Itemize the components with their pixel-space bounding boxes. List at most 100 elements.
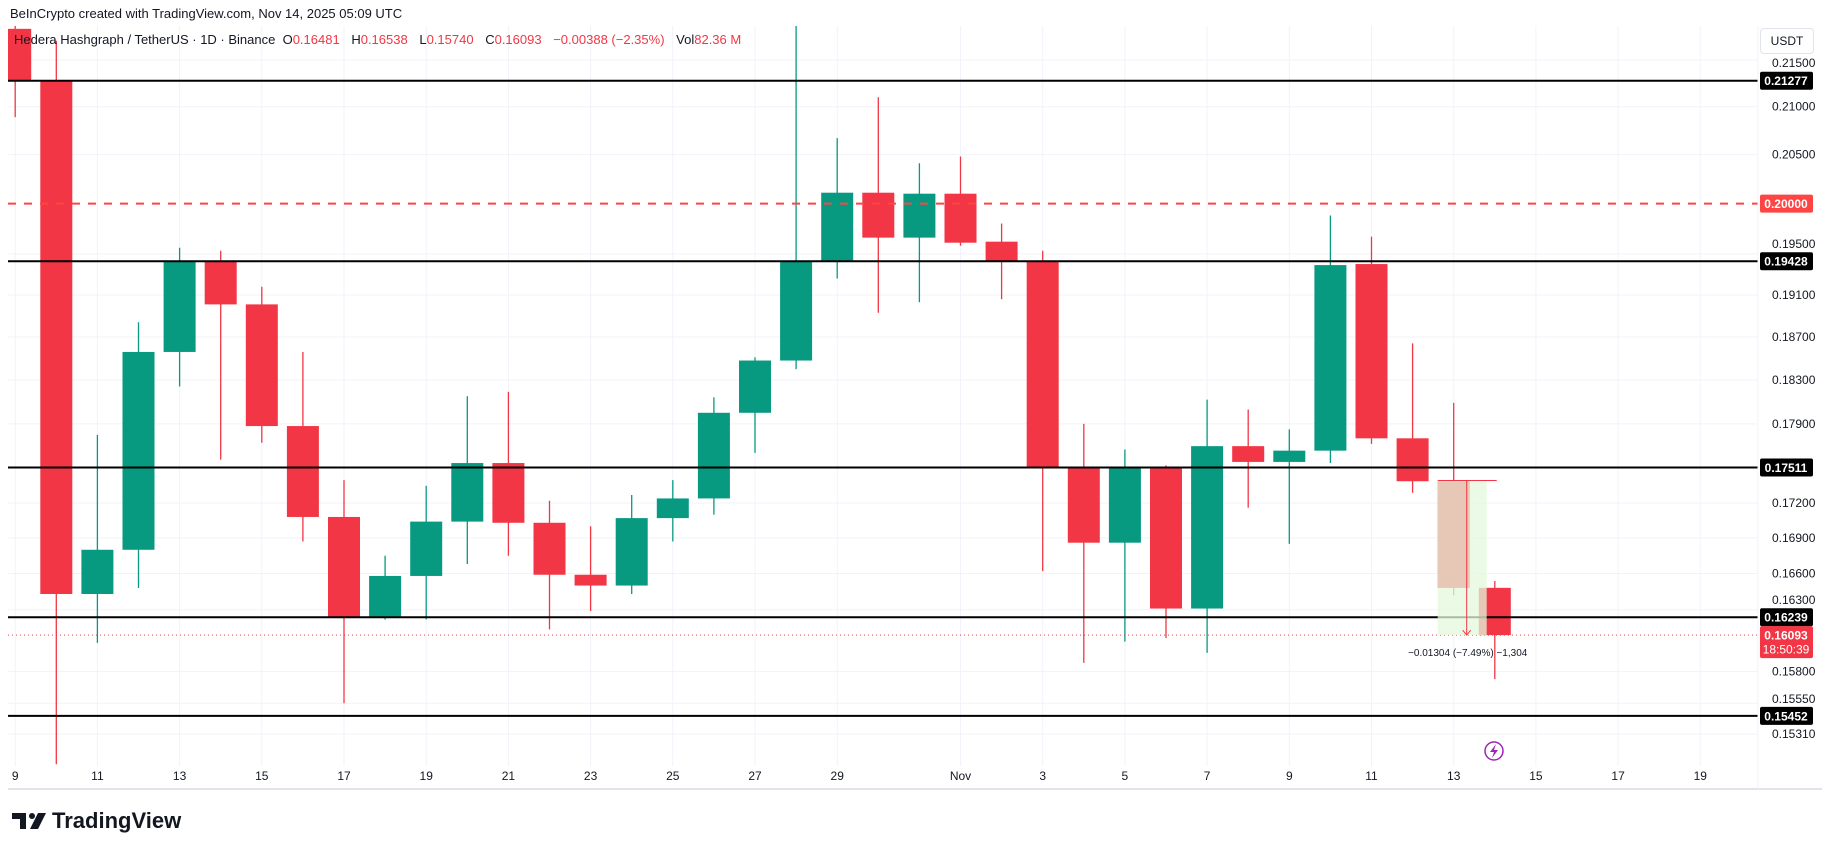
price-tick-label: 0.19100 xyxy=(1772,288,1816,302)
candle-up xyxy=(1191,399,1224,653)
candle-body xyxy=(81,549,114,594)
candle-down xyxy=(574,526,607,611)
measure-tool: −0.01304 (−7.49%) −1,304 xyxy=(1408,479,1528,659)
time-tick-label: 19 xyxy=(420,769,434,783)
candle-up xyxy=(697,397,730,515)
level-price-label: 0.21277 xyxy=(1764,74,1808,88)
candle-down xyxy=(1150,465,1182,638)
time-tick-label: 27 xyxy=(748,769,762,783)
candle-body xyxy=(1191,446,1224,609)
candle-body xyxy=(903,193,936,238)
candle-up xyxy=(163,247,196,387)
candle-up xyxy=(369,555,402,620)
last-price-badge xyxy=(1760,626,1813,659)
time-tick-label: 29 xyxy=(831,769,845,783)
candle-up xyxy=(122,322,155,588)
candle-body xyxy=(122,351,155,550)
candle-body xyxy=(410,521,443,576)
bar-countdown: 18:50:39 xyxy=(1763,643,1810,657)
level-price-badge xyxy=(1760,608,1813,627)
time-tick-label: 13 xyxy=(1447,769,1461,783)
candle-body xyxy=(862,192,895,238)
price-tick-label: 0.19500 xyxy=(1772,237,1816,251)
tradingview-logo[interactable]: TradingView xyxy=(12,808,181,834)
candle-down xyxy=(286,351,319,542)
candle-up xyxy=(410,485,443,620)
arrow-down-icon xyxy=(1462,629,1472,636)
candle-body xyxy=(944,193,977,243)
candle-body xyxy=(780,261,813,361)
currency-button[interactable]: USDT xyxy=(1760,28,1814,54)
chart-credit: BeInCrypto created with TradingView.com,… xyxy=(10,6,403,21)
level-price-badge xyxy=(1760,458,1813,477)
price-tick-label: 0.15550 xyxy=(1772,692,1816,706)
time-tick-label: 9 xyxy=(12,769,19,783)
candle-up xyxy=(81,434,114,643)
price-tick-label: 0.16300 xyxy=(1772,593,1816,607)
time-tick-label: 19 xyxy=(1694,769,1708,783)
candle-down xyxy=(1396,343,1429,493)
candle-body xyxy=(615,518,648,586)
volume-label: Vol xyxy=(676,32,695,47)
open-label: O xyxy=(282,32,293,47)
close-value: 0.16093 xyxy=(494,32,542,47)
candle-up xyxy=(451,396,484,565)
lightning-icon[interactable] xyxy=(1484,741,1504,761)
candle-body xyxy=(1396,438,1429,482)
brand-name: TradingView xyxy=(52,808,182,833)
level-price-label: 0.15452 xyxy=(1764,709,1808,723)
level-price-label: 0.16239 xyxy=(1764,611,1808,625)
candle-body xyxy=(8,28,32,81)
time-tick-label: 5 xyxy=(1122,769,1129,783)
candle-body xyxy=(1314,265,1347,451)
candle-down xyxy=(8,26,32,118)
time-tick-label: 9 xyxy=(1286,769,1293,783)
candle-up xyxy=(780,26,813,370)
candle-body xyxy=(1067,467,1100,543)
candle-down xyxy=(492,391,525,556)
time-tick-label: 15 xyxy=(255,769,269,783)
candle-body xyxy=(286,426,319,517)
level-price-label: 0.20000 xyxy=(1764,197,1808,211)
price-tick-label: 0.18300 xyxy=(1772,373,1816,387)
candle-up xyxy=(615,494,648,594)
candle-up xyxy=(1108,449,1141,642)
low-value: 0.15740 xyxy=(426,32,474,47)
symbol-name[interactable]: Hedera Hashgraph / TetherUS · 1D · Binan… xyxy=(14,32,276,47)
candle-body xyxy=(451,463,484,522)
time-tick-label: Nov xyxy=(950,769,971,783)
close-label: C xyxy=(485,32,495,47)
price-tick-label: 0.21000 xyxy=(1772,100,1816,114)
candle-body xyxy=(245,304,278,427)
candle-down xyxy=(944,156,977,246)
candle-body xyxy=(697,412,730,499)
price-axis[interactable]: 0.21500 0.21000 0.20500 0.19500 0.19100 0.187… xyxy=(1772,56,1816,741)
price-tick-label: 0.15310 xyxy=(1772,727,1816,741)
candle-down xyxy=(862,97,895,313)
time-tick-label: 21 xyxy=(502,769,516,783)
horizontal-levels: 0.21277 0.20000 0.19428 0.17511 0.16239 0.154… xyxy=(8,71,1813,725)
price-tick-label: 0.21500 xyxy=(1772,56,1816,70)
level-price-badge xyxy=(1760,706,1813,725)
time-tick-label: 13 xyxy=(173,769,187,783)
candle-down xyxy=(1232,409,1265,508)
candle-down xyxy=(1067,423,1100,663)
time-tick-label: 11 xyxy=(1365,769,1378,783)
time-axis[interactable]: 9 11 13 15 17 19 21 23 25 27 29 Nov 3 5 7 9 11 13 15 17 19 xyxy=(12,769,1707,783)
candle-up xyxy=(821,138,854,279)
candle-up xyxy=(1314,215,1347,464)
candle-body xyxy=(492,463,525,523)
level-price-label: 0.17511 xyxy=(1765,461,1808,475)
candle-down xyxy=(245,286,278,443)
last-price-label: 0.16093 xyxy=(1764,629,1808,643)
volume-value: 82.36 M xyxy=(694,32,742,47)
level-price-badge xyxy=(1760,252,1813,271)
measure-label: −0.01304 (−7.49%) −1,304 xyxy=(1408,648,1528,659)
measure-area xyxy=(1437,480,1487,636)
time-tick-label: 11 xyxy=(91,769,104,783)
candle-body xyxy=(328,516,360,618)
candle-down xyxy=(1026,250,1059,572)
candle-body xyxy=(656,498,689,519)
price-tick-label: 0.20500 xyxy=(1772,148,1816,162)
